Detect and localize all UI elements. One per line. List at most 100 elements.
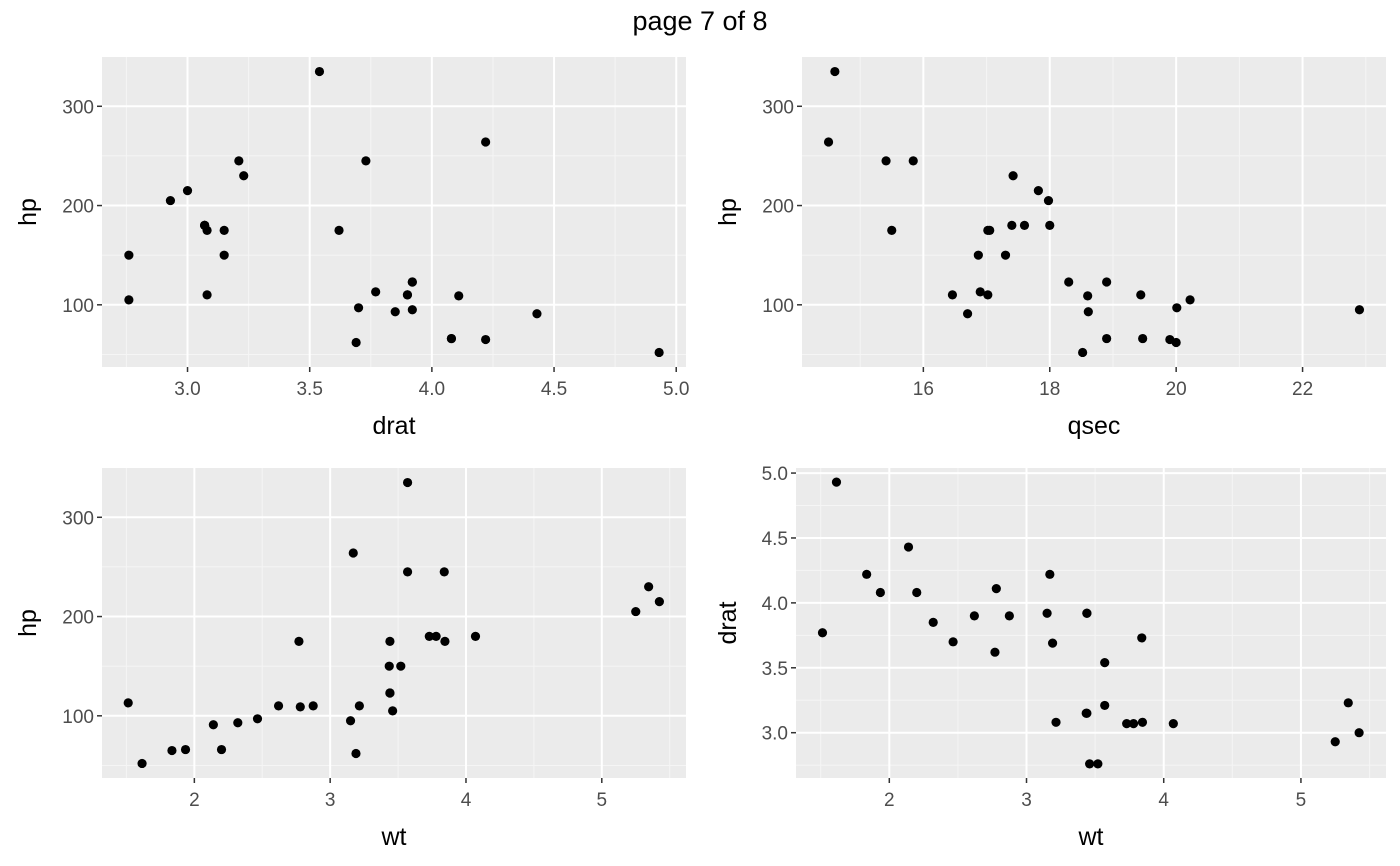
data-point: [1354, 728, 1364, 738]
data-point: [1122, 719, 1132, 729]
data-point: [252, 714, 263, 724]
data-point: [830, 66, 840, 77]
y-axis-title: drat: [714, 601, 742, 644]
data-point: [1007, 220, 1017, 231]
y-tick-label: 100: [62, 707, 94, 728]
data-point: [1330, 737, 1340, 747]
data-point: [470, 631, 481, 642]
data-point: [202, 290, 212, 300]
y-tick-label: 200: [762, 197, 794, 218]
data-point: [402, 567, 413, 577]
y-tick-label: 4.0: [762, 594, 788, 615]
panel-drat-hp: 3.0 3.5 4.0 4.5 5.0 100 200 300 drat hp: [14, 57, 689, 440]
data-point: [348, 548, 358, 558]
data-point: [1354, 305, 1365, 315]
data-point: [1045, 220, 1055, 231]
x-axis-title: wt: [381, 823, 407, 851]
data-point: [439, 567, 449, 577]
data-point: [233, 718, 243, 728]
data-point: [345, 716, 356, 726]
data-point: [1083, 307, 1093, 317]
x-tick-label: 4: [1158, 790, 1169, 811]
panel-background: [796, 468, 1386, 778]
data-point: [875, 587, 885, 598]
data-point: [1128, 719, 1139, 729]
y-tick-label: 5.0: [762, 464, 788, 485]
data-point: [654, 347, 664, 358]
data-point: [354, 701, 364, 711]
data-point: [1064, 277, 1074, 287]
data-point: [831, 477, 842, 487]
data-point: [334, 225, 344, 235]
data-point: [351, 748, 361, 759]
data-point: [1000, 250, 1011, 260]
y-tick-label: 4.5: [762, 529, 788, 550]
data-point: [991, 583, 1001, 594]
x-tick-label: 22: [1292, 379, 1313, 400]
data-point: [273, 701, 284, 711]
data-point: [165, 195, 176, 206]
y-tick-label: 300: [62, 97, 94, 118]
x-tick-label: 3: [325, 790, 336, 811]
panel-wt-hp: 2 3 4 5 100 200 300 wt hp: [14, 468, 686, 851]
data-point: [1043, 195, 1054, 206]
data-point: [1047, 638, 1058, 648]
data-point: [1100, 657, 1110, 668]
data-point: [295, 702, 305, 712]
data-point: [314, 66, 325, 77]
y-tick-label: 200: [62, 197, 94, 218]
data-point: [881, 156, 891, 166]
data-point: [481, 137, 491, 147]
y-tick-label: 3.5: [762, 659, 788, 680]
y-tick-label: 100: [762, 296, 794, 317]
x-tick-label: 5: [597, 790, 608, 811]
data-point: [817, 628, 828, 638]
data-point: [948, 637, 958, 647]
data-point: [384, 661, 394, 671]
data-point: [388, 706, 398, 716]
data-point: [431, 631, 441, 642]
x-axis-title: drat: [372, 412, 415, 440]
data-point: [962, 309, 973, 319]
x-tick-label: 4.5: [541, 379, 567, 400]
y-tick-label: 300: [62, 508, 94, 529]
data-point: [1136, 290, 1146, 300]
x-tick-label: 3: [1021, 790, 1032, 811]
data-point: [294, 636, 304, 646]
data-point: [969, 611, 979, 621]
panel-qsec-hp: 16 18 20 22 100 200 300 qsec hp: [714, 57, 1386, 440]
data-point: [208, 720, 218, 730]
data-point: [912, 587, 922, 598]
data-point: [407, 277, 417, 287]
data-point: [985, 225, 995, 235]
data-point: [396, 661, 406, 671]
data-point: [239, 171, 249, 181]
data-point: [1085, 759, 1095, 769]
data-point: [180, 744, 191, 755]
y-tick-label: 3.0: [762, 724, 788, 745]
data-point: [975, 287, 985, 297]
data-point: [532, 309, 542, 319]
panel-wt-drat: 2 3 4 5 3.0 3.5 4.0 4.5 5.0 wt drat: [714, 464, 1386, 851]
data-point: [903, 542, 914, 552]
data-point: [124, 295, 134, 305]
data-point: [1082, 608, 1092, 618]
data-point: [402, 290, 413, 300]
data-point: [390, 307, 400, 317]
x-tick-label: 4: [461, 790, 472, 811]
data-point: [973, 250, 983, 260]
data-point: [654, 597, 664, 607]
panel-background: [102, 468, 686, 778]
y-tick-label: 100: [62, 296, 94, 317]
data-point: [631, 606, 641, 617]
data-point: [983, 290, 993, 300]
data-point: [1168, 719, 1178, 729]
data-point: [928, 617, 938, 627]
data-point: [1102, 333, 1112, 344]
data-point: [1172, 303, 1182, 313]
data-point: [353, 303, 364, 313]
data-point: [123, 698, 133, 708]
data-point: [454, 291, 464, 301]
data-point: [385, 636, 395, 646]
data-point: [219, 225, 229, 235]
